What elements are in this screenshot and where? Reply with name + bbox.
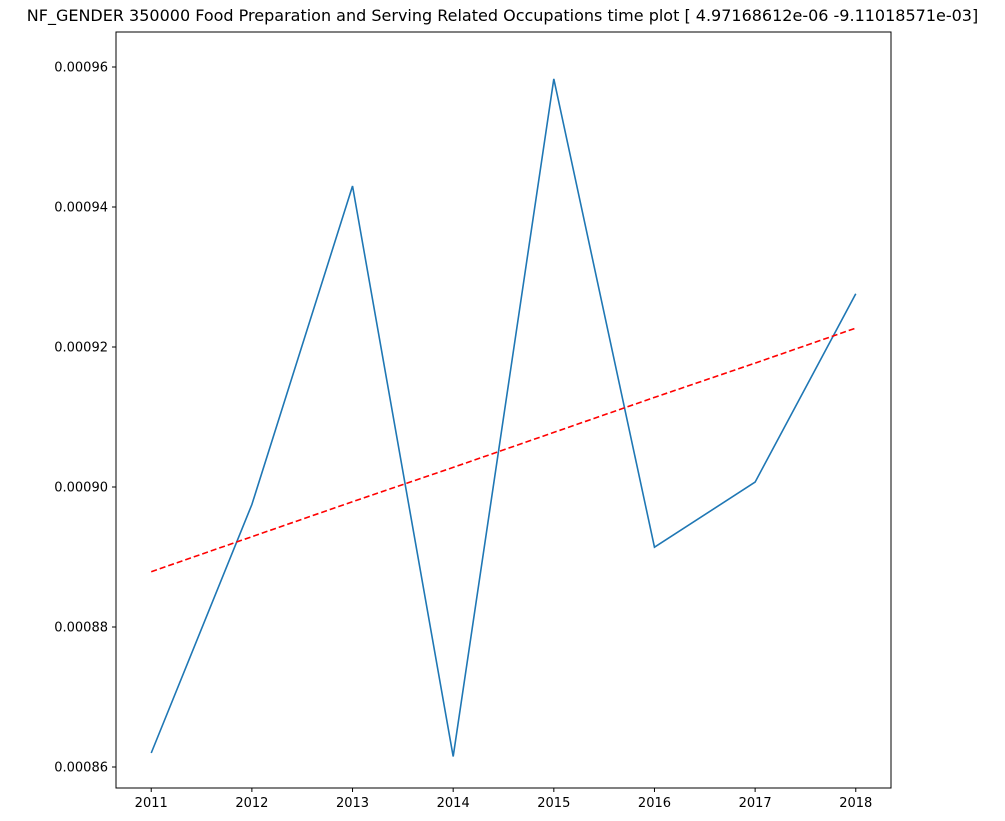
y-tick-label: 0.00092 [54, 341, 108, 356]
x-tick-label: 2016 [638, 796, 671, 811]
x-tick-label: 2013 [336, 796, 369, 811]
y-tick-label: 0.00094 [54, 201, 108, 216]
x-tick-label: 2012 [235, 796, 268, 811]
y-tick-label: 0.00090 [54, 481, 108, 496]
x-tick-label: 2018 [839, 796, 872, 811]
y-tick-label: 0.00088 [54, 621, 108, 636]
x-axis: 2011 2012 2013 2014 2015 2016 2017 2018 [135, 788, 872, 811]
axes-frame [115, 31, 892, 789]
series-line [150, 78, 857, 757]
x-tick-label: 2017 [739, 796, 772, 811]
y-axis: 0.00086 0.00088 0.00090 0.00092 0.00094 0.000… [54, 61, 116, 776]
trend-line [150, 327, 857, 573]
y-tick-label: 0.00096 [54, 61, 108, 76]
chart-title: NF_GENDER 350000 Food Preparation and Se… [26, 6, 979, 25]
x-tick-label: 2014 [437, 796, 470, 811]
x-tick-label: 2011 [135, 796, 168, 811]
plot-marks [150, 78, 857, 757]
y-tick-label: 0.00086 [54, 761, 108, 776]
x-tick-label: 2015 [537, 796, 570, 811]
